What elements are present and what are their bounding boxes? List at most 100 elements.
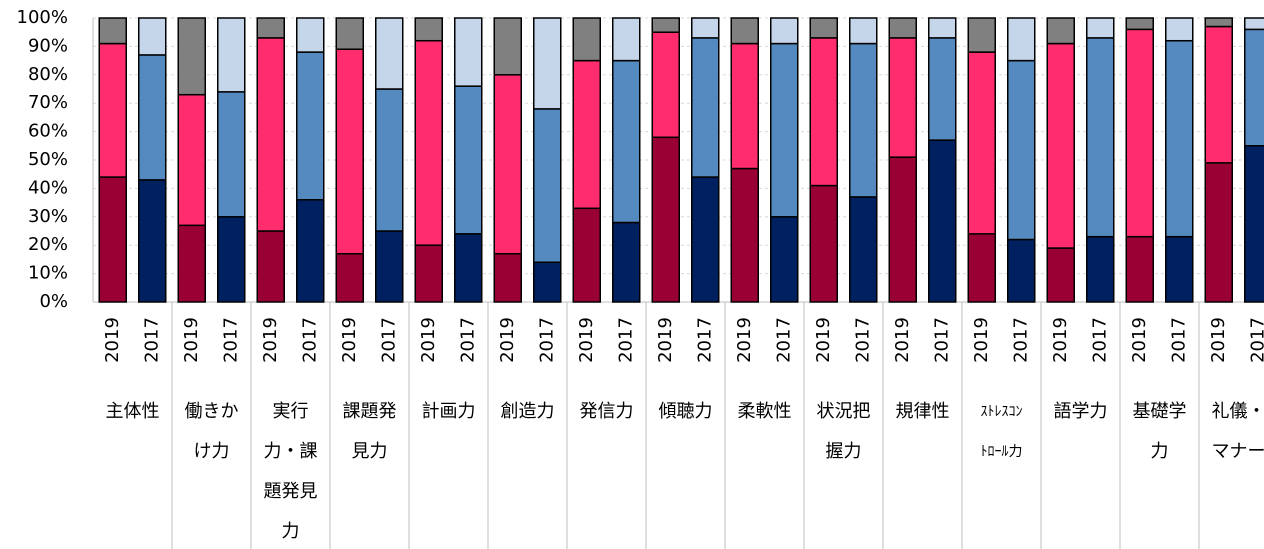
bar-segment bbox=[928, 139, 957, 303]
x-tick-label: 2017 bbox=[299, 317, 320, 363]
bar-segment bbox=[730, 17, 759, 45]
bar-segment bbox=[849, 196, 878, 303]
x-tick-label: 2019 bbox=[181, 317, 202, 363]
group-label: け力 bbox=[194, 441, 230, 462]
bar-segment bbox=[177, 17, 206, 96]
y-tick-label: 90% bbox=[28, 35, 68, 56]
bar-segment bbox=[888, 156, 917, 303]
bar-segment bbox=[612, 59, 641, 224]
bar-segment bbox=[1125, 17, 1154, 31]
bar-segment bbox=[572, 17, 601, 62]
bar-segment bbox=[572, 207, 601, 303]
bar-segment bbox=[691, 37, 720, 178]
bar-segment bbox=[1086, 235, 1115, 303]
bar-segment bbox=[533, 108, 562, 263]
bar-segment bbox=[809, 184, 838, 303]
bar-segment bbox=[296, 51, 325, 201]
group-label: 柔軟性 bbox=[738, 401, 792, 422]
bar-segment bbox=[651, 31, 680, 139]
bar-segment bbox=[375, 230, 404, 303]
x-tick-label: 2019 bbox=[1208, 317, 1229, 363]
bar-segment bbox=[256, 17, 285, 39]
bar-segment bbox=[256, 230, 285, 303]
y-tick-label: 80% bbox=[28, 64, 68, 85]
bar-segment bbox=[770, 216, 799, 303]
bar-segment bbox=[98, 176, 127, 303]
x-tick-label: 2017 bbox=[378, 317, 399, 363]
y-tick-label: 100% bbox=[17, 7, 68, 28]
bar-segment bbox=[888, 37, 917, 158]
bar-segment bbox=[967, 233, 996, 303]
x-tick-label: 2017 bbox=[1010, 317, 1031, 363]
bar-segment bbox=[414, 17, 443, 42]
bar-segment bbox=[454, 233, 483, 303]
bar-segment bbox=[651, 136, 680, 303]
bar-segment bbox=[612, 17, 641, 62]
bar-segment bbox=[612, 221, 641, 303]
bar-segment bbox=[533, 17, 562, 110]
group-label: 力 bbox=[282, 521, 300, 542]
y-tick-label: 0% bbox=[39, 291, 68, 312]
bar-segment bbox=[730, 167, 759, 303]
bar-segment bbox=[1125, 235, 1154, 303]
bar-segment bbox=[1204, 162, 1233, 303]
bar-segment bbox=[1125, 28, 1154, 238]
bar-segment bbox=[217, 91, 246, 218]
y-tick-label: 20% bbox=[28, 234, 68, 255]
bar-segment bbox=[1046, 247, 1075, 303]
bar-segment bbox=[1165, 235, 1194, 303]
bar-segment bbox=[177, 224, 206, 303]
bar-segment bbox=[849, 17, 878, 45]
x-tick-label: 2019 bbox=[339, 317, 360, 363]
group-label: 実行 bbox=[273, 401, 309, 422]
x-tick-label: 2017 bbox=[457, 317, 478, 363]
bar-segment bbox=[493, 17, 522, 76]
bar-segment bbox=[256, 37, 285, 232]
bar-segment bbox=[335, 48, 364, 255]
group-label: 力・課 bbox=[264, 441, 318, 462]
x-tick-label: 2017 bbox=[220, 317, 241, 363]
x-tick-label: 2017 bbox=[852, 317, 873, 363]
bar-segment bbox=[651, 17, 680, 33]
bar-segment bbox=[928, 17, 957, 39]
x-tick-label: 2019 bbox=[813, 317, 834, 363]
bar-segment bbox=[1244, 28, 1264, 147]
y-tick-label: 10% bbox=[28, 263, 68, 284]
bar-segment bbox=[1007, 59, 1036, 241]
bar-segment bbox=[1204, 17, 1233, 28]
bar-segment bbox=[1204, 25, 1233, 164]
group-label: 規律性 bbox=[896, 401, 950, 422]
group-label: 礼儀・ bbox=[1212, 401, 1264, 422]
x-tick-label: 2019 bbox=[1129, 317, 1150, 363]
bar-segment bbox=[1165, 39, 1194, 238]
bar-segment bbox=[493, 74, 522, 255]
bar-segment bbox=[296, 17, 325, 53]
bar-segment bbox=[1046, 42, 1075, 249]
group-label: 見力 bbox=[352, 441, 388, 462]
bar-segment bbox=[493, 252, 522, 303]
x-tick-label: 2019 bbox=[655, 317, 676, 363]
y-tick-label: 60% bbox=[28, 121, 68, 142]
x-tick-label: 2017 bbox=[141, 317, 162, 363]
bar-segment bbox=[217, 216, 246, 303]
bar-segment bbox=[138, 17, 167, 56]
group-label: 基礎学 bbox=[1133, 401, 1187, 422]
y-tick-label: 50% bbox=[28, 149, 68, 170]
x-tick-label: 2017 bbox=[931, 317, 952, 363]
bar-segment bbox=[177, 93, 206, 227]
bar-segment bbox=[1244, 17, 1264, 31]
group-label: 力 bbox=[1151, 441, 1169, 462]
bar-segment bbox=[809, 17, 838, 39]
y-tick-label: 70% bbox=[28, 92, 68, 113]
bar-segment bbox=[1086, 17, 1115, 39]
bar-segment bbox=[691, 17, 720, 39]
group-label: 主体性 bbox=[106, 401, 160, 422]
x-tick-label: 2019 bbox=[260, 317, 281, 363]
bar-segment bbox=[809, 37, 838, 187]
bar-segment bbox=[928, 37, 957, 141]
bar-segment bbox=[691, 176, 720, 303]
x-tick-label: 2019 bbox=[734, 317, 755, 363]
group-label: 傾聴力 bbox=[659, 401, 713, 422]
bar-segment bbox=[849, 42, 878, 198]
